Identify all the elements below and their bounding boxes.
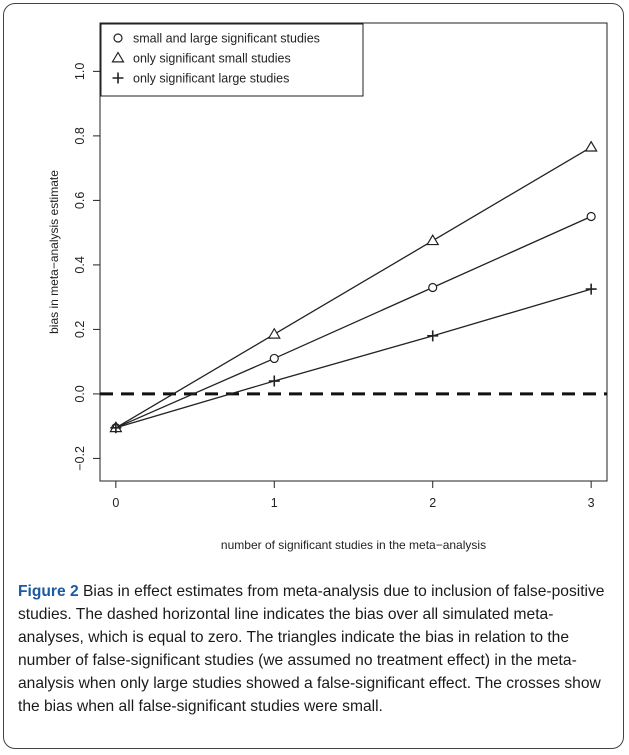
data-point [586,284,597,295]
series-circle [112,213,595,432]
data-point [269,376,280,387]
axes-group: 0 1 2 3 −0.2 0.0 0.2 0.4 0.6 0.8 1.0 [73,63,595,510]
y-axis-label: bias in meta−analysis estimate [47,170,61,334]
figure-label: Figure 2 [18,583,79,600]
data-point [269,329,280,338]
x-axis-label: number of significant studies in the met… [221,538,486,552]
y-tick-label: 1.0 [73,63,87,80]
data-point [587,213,595,221]
legend-label: only significant large studies [133,72,289,86]
series-line [116,289,591,428]
y-tick-label: 0.4 [73,256,87,273]
data-point [429,283,437,291]
series-line [116,147,591,428]
data-point [427,330,438,341]
x-tick-label: 1 [271,496,278,510]
x-tick-label: 0 [112,496,119,510]
data-point [427,235,438,244]
y-tick-label: 0.2 [73,321,87,338]
y-tick-label: 0.6 [73,192,87,209]
series-group [110,142,596,434]
y-tick-label: 0.8 [73,127,87,144]
figure-caption: Figure 2 Bias in effect estimates from m… [18,580,616,718]
legend: small and large significant studies only … [101,24,363,96]
legend-label: only significant small studies [133,52,291,66]
y-tick-label: 0.0 [73,385,87,402]
bias-line-chart: 0 1 2 3 −0.2 0.0 0.2 0.4 0.6 0.8 1.0 small and lar… [0,0,629,575]
series-triangle [110,142,596,432]
data-point [270,354,278,362]
y-tick-label: −0.2 [73,446,87,471]
x-tick-label: 2 [429,496,436,510]
data-point [586,142,597,151]
x-tick-label: 3 [588,496,595,510]
legend-marker [114,34,122,42]
legend-label: small and large significant studies [133,32,320,46]
caption-text: Bias in effect estimates from meta-analy… [18,583,604,715]
series-plus [110,284,596,434]
series-line [116,217,591,428]
